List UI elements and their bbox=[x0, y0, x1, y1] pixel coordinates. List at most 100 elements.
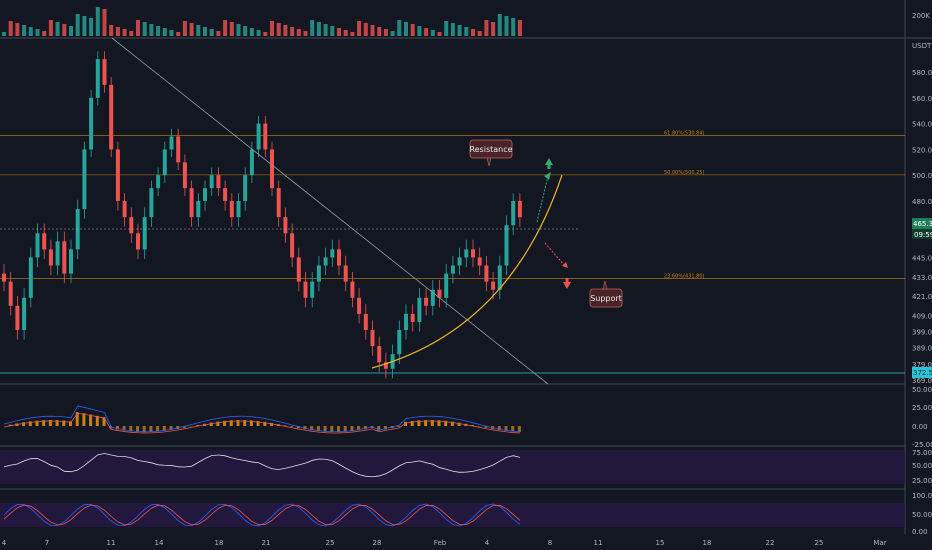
volume-bar bbox=[102, 9, 107, 36]
candle-body bbox=[129, 217, 134, 234]
volume-bar bbox=[28, 27, 33, 36]
candle-body bbox=[69, 249, 73, 274]
time-tick-label: 25 bbox=[815, 539, 824, 547]
price-axis[interactable]: 580.00 560.00 540.00 520.00 500.00 480.00 445.… bbox=[912, 69, 932, 385]
volume-bar bbox=[35, 29, 40, 36]
time-tick-label: 4 bbox=[2, 539, 7, 547]
candle-body bbox=[477, 257, 482, 266]
candle-body bbox=[424, 297, 429, 306]
macd-histogram-bar bbox=[236, 420, 240, 426]
candle-body bbox=[283, 217, 288, 234]
volume-bar bbox=[156, 26, 161, 36]
bullish-projection-line bbox=[536, 175, 549, 223]
macd-histogram-bar bbox=[471, 425, 474, 426]
candle-body bbox=[484, 265, 489, 282]
time-tick-label: 22 bbox=[766, 539, 775, 547]
macd-histogram-bar bbox=[256, 421, 260, 426]
volume-bar bbox=[390, 31, 395, 36]
volume-bar bbox=[343, 30, 348, 36]
macd-histogram-bar bbox=[136, 426, 139, 432]
macd-histogram-bar bbox=[142, 426, 146, 432]
stoch-band bbox=[0, 503, 905, 527]
volume-bar bbox=[424, 28, 429, 36]
macd-histogram-bar bbox=[303, 426, 307, 430]
macd-axis: 50.00 25.00 0.00 -25.00 bbox=[912, 386, 932, 449]
time-tick-label: 14 bbox=[155, 539, 164, 547]
volume-bar bbox=[48, 20, 53, 36]
candle-body bbox=[511, 201, 516, 226]
macd-histogram-bar bbox=[209, 422, 213, 426]
price-tick-label: 379.00 bbox=[912, 361, 932, 369]
candle-body bbox=[491, 281, 496, 290]
volume-bar bbox=[316, 22, 321, 36]
time-axis[interactable]: 4 7 11 14 18 21 25 28 Feb 4 8 11 15 18 22 25 Mar bbox=[2, 539, 887, 547]
volume-bar bbox=[450, 23, 455, 36]
macd-histogram-bar bbox=[417, 420, 421, 426]
bearish-projection-arrowhead bbox=[562, 262, 568, 268]
macd-histogram-bar bbox=[249, 420, 253, 426]
macd-histogram-bar bbox=[102, 417, 106, 426]
macd-histogram-bar bbox=[283, 425, 287, 426]
volume-bar bbox=[310, 20, 315, 36]
time-tick-label: 28 bbox=[373, 539, 382, 547]
macd-histogram-bar bbox=[484, 426, 488, 428]
candle-body bbox=[350, 281, 355, 298]
macd-histogram-bar bbox=[350, 426, 354, 432]
candle-body bbox=[55, 241, 60, 266]
macd-tick-label: -25.00 bbox=[912, 441, 932, 449]
volume-bar bbox=[417, 26, 422, 36]
candle-body bbox=[517, 201, 522, 218]
time-tick-label: 7 bbox=[45, 539, 49, 547]
macd-histogram-bar bbox=[270, 422, 273, 426]
support-callout[interactable]: Support bbox=[589, 280, 623, 308]
candle-body bbox=[15, 305, 20, 331]
volume-bar bbox=[2, 32, 6, 36]
volume-bar bbox=[236, 24, 241, 36]
candle-body bbox=[95, 59, 100, 98]
candle-body bbox=[136, 233, 140, 250]
candle-body bbox=[122, 201, 127, 218]
macd-histogram-bar bbox=[397, 426, 401, 427]
candle-body bbox=[410, 313, 415, 322]
macd-histogram-bar bbox=[156, 426, 160, 432]
candle-body bbox=[196, 201, 201, 218]
volume-bar bbox=[223, 20, 228, 36]
price-tick-label: 480.00 bbox=[912, 198, 932, 206]
price-tick-label: 560.00 bbox=[912, 95, 932, 103]
macd-line bbox=[3, 405, 520, 433]
macd-histogram-bar bbox=[169, 426, 173, 430]
candle-body bbox=[62, 241, 67, 274]
descending-trendline[interactable] bbox=[111, 37, 549, 385]
resistance-callout[interactable]: Resistance bbox=[469, 139, 513, 167]
parabolic-support-curve[interactable] bbox=[371, 174, 563, 369]
volume-bar bbox=[136, 20, 140, 36]
candle-body bbox=[82, 149, 87, 210]
macd-histogram-bar bbox=[243, 420, 247, 426]
price-tick-label: 399.00 bbox=[912, 329, 932, 337]
macd-histogram-bar bbox=[75, 412, 79, 426]
macd-histogram-bar bbox=[42, 420, 46, 426]
candle-body bbox=[243, 175, 248, 201]
macd-histogram-bar bbox=[122, 426, 126, 431]
candle-body bbox=[397, 330, 402, 355]
candle-body bbox=[216, 175, 221, 189]
rsi-panel bbox=[3, 453, 520, 478]
down-arrow-icon bbox=[563, 282, 571, 289]
volume-bar bbox=[457, 25, 462, 36]
time-tick-label: 21 bbox=[262, 539, 271, 547]
volume-bar bbox=[511, 18, 516, 36]
macd-histogram-bar bbox=[149, 426, 153, 432]
macd-histogram-bar bbox=[430, 420, 434, 426]
candle-body bbox=[189, 188, 194, 218]
macd-histogram-bar bbox=[69, 421, 72, 426]
candle-body bbox=[162, 149, 167, 176]
candle-body bbox=[330, 249, 335, 258]
stoch-tick-label: 50.00 bbox=[912, 511, 932, 519]
volume-bar bbox=[397, 20, 402, 36]
volume-bar bbox=[263, 32, 268, 36]
rsi-band bbox=[0, 450, 905, 484]
volume-bar bbox=[370, 25, 375, 36]
macd-histogram-bar bbox=[89, 414, 93, 426]
macd-histogram-bar bbox=[290, 426, 294, 427]
